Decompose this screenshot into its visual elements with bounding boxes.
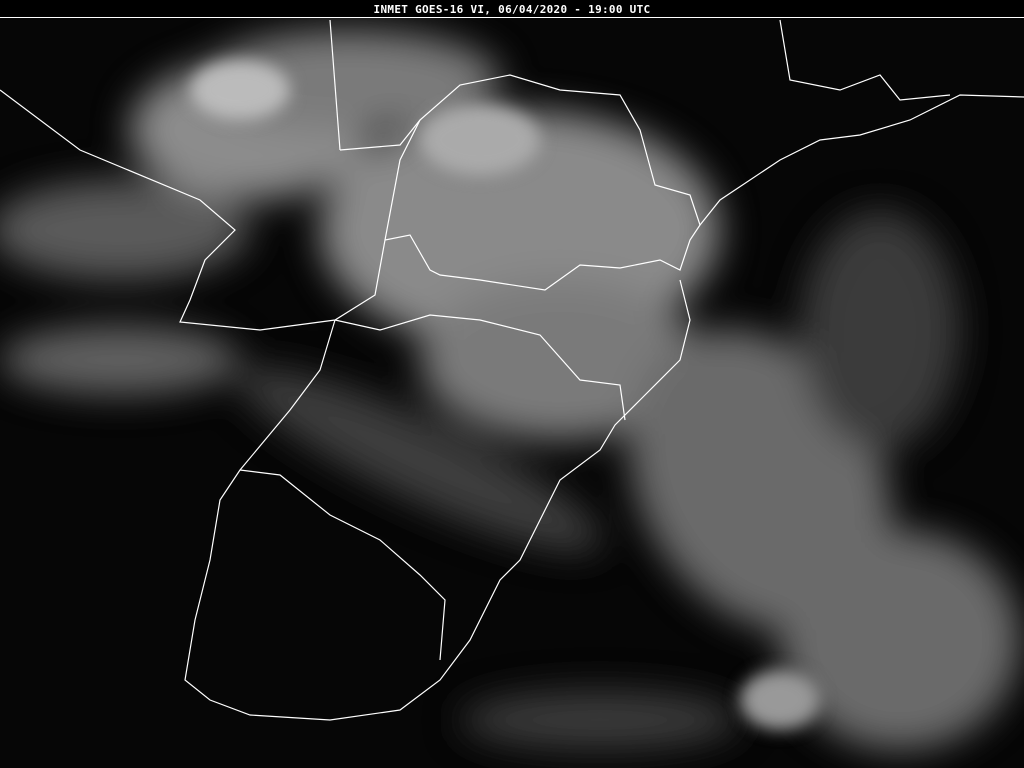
border-line xyxy=(0,89,1024,331)
border-line xyxy=(779,19,951,101)
political-borders xyxy=(0,19,1024,721)
border-line xyxy=(339,119,421,151)
border-line xyxy=(184,279,691,721)
title-bar: INMET GOES-16 VI, 06/04/2020 - 19:00 UTC xyxy=(0,0,1024,18)
border-line xyxy=(334,314,626,421)
image-title: INMET GOES-16 VI, 06/04/2020 - 19:00 UTC xyxy=(373,3,651,16)
border-line xyxy=(384,74,701,241)
bright-cloud-tops xyxy=(190,60,820,730)
border-line xyxy=(239,469,446,661)
border-line xyxy=(329,19,341,151)
